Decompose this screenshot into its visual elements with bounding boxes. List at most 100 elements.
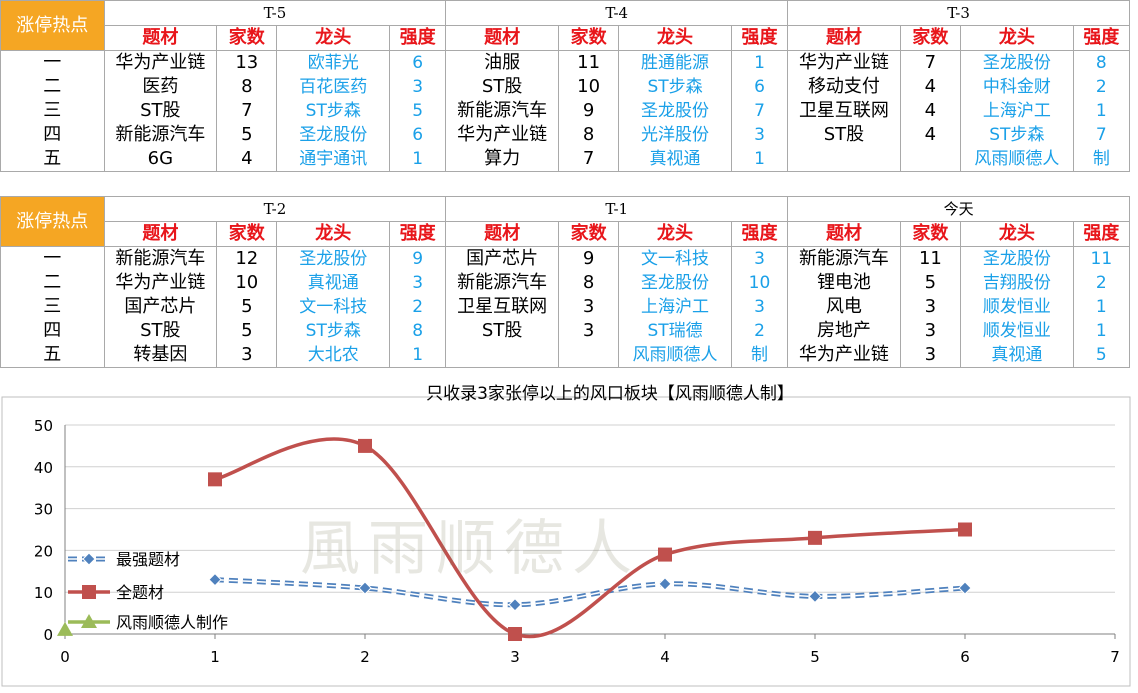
y-tick-label: 10 (34, 584, 53, 602)
leader-cell: 文一科技 (276, 295, 391, 319)
strength-cell: 1 (1072, 319, 1131, 343)
theme-cell: 移动支付 (787, 75, 901, 99)
count-cell: 8 (216, 75, 278, 99)
period-label: T-5 (103, 0, 447, 26)
theme-cell: 新能源汽车 (445, 99, 559, 123)
theme-cell: ST股 (787, 123, 901, 147)
count-cell: 5 (216, 123, 278, 147)
column-header: 家数 (216, 25, 278, 51)
column-header: 题材 (103, 221, 218, 247)
theme-cell: 华为产业链 (787, 343, 901, 368)
strength-cell: 1 (1072, 99, 1131, 123)
table-row: 五转基因 3 大北农 1 风雨顺德人制华为产业链 3 真视通 5 (0, 343, 1131, 368)
strength-cell: 3 (389, 271, 447, 295)
leader-cell: ST步森 (276, 99, 391, 123)
strength-cell: 2 (730, 319, 789, 343)
theme-cell: 新能源汽车 (103, 246, 218, 271)
data-point (208, 572, 222, 587)
strength-cell: 6 (389, 50, 447, 75)
leader-cell: 真视通 (618, 147, 732, 172)
leader-cell: 欧菲光 (276, 50, 391, 75)
leader-cell: 大北农 (276, 343, 391, 368)
theme-cell: ST股 (445, 319, 559, 343)
rank-cell: 一 (0, 246, 105, 271)
strength-cell: 5 (389, 99, 447, 123)
leader-cell: 上海沪工 (618, 295, 732, 319)
leader-cell: 风雨顺德人 (960, 147, 1074, 172)
table-row: 一华为产业链 13 欧菲光 6 油服 11 胜通能源 1 华为产业链 7 圣龙股份 8 (0, 50, 1131, 75)
column-header: 龙头 (276, 221, 391, 247)
leader-cell: 圣龙股份 (960, 50, 1074, 75)
theme-cell: 华为产业链 (445, 123, 559, 147)
x-tick-label: 6 (960, 648, 970, 666)
strength-cell: 2 (389, 295, 447, 319)
count-cell: 3 (899, 319, 962, 343)
strength-cell: 6 (389, 123, 447, 147)
theme-cell: 华为产业链 (787, 50, 901, 75)
strength-cell: 制 (1072, 147, 1131, 172)
leader-cell: 圣龙股份 (960, 246, 1074, 271)
rank-cell: 四 (0, 319, 105, 343)
data-point (358, 438, 372, 453)
hot-label: 涨停热点 (0, 0, 105, 51)
column-header: 题材 (103, 25, 218, 51)
count-cell: 4 (899, 123, 962, 147)
theme-cell: 华为产业链 (103, 271, 218, 295)
data-point (808, 589, 822, 604)
theme-cell: 华为产业链 (103, 50, 218, 75)
theme-cell: 算力 (445, 147, 559, 172)
table-row: 一新能源汽车 12 圣龙股份 9 国产芯片 9 文一科技 3 新能源汽车 11 圣龙股份 11 (0, 246, 1131, 271)
rank-cell: 五 (0, 147, 105, 172)
column-header: 龙头 (960, 221, 1074, 247)
column-header: 龙头 (960, 25, 1074, 51)
table-row: 三国产芯片 5 文一科技 2 卫星互联网 3 上海沪工 3 风电 3 顺发恒业 1 (0, 295, 1131, 319)
leader-cell: 胜通能源 (618, 50, 732, 75)
leader-cell: ST瑞德 (618, 319, 732, 343)
column-header: 龙头 (618, 25, 732, 51)
theme-cell: 医药 (103, 75, 218, 99)
count-cell (899, 147, 962, 172)
strength-cell: 5 (1072, 343, 1131, 368)
leader-cell: 顺发恒业 (960, 319, 1074, 343)
rank-cell: 三 (0, 295, 105, 319)
count-cell (557, 343, 620, 368)
chart-frame (1, 396, 1131, 687)
y-tick-label: 50 (34, 417, 53, 435)
hot-label: 涨停热点 (0, 196, 105, 247)
leader-cell: ST步森 (618, 75, 732, 99)
leader-cell: 圣龙股份 (618, 271, 732, 295)
column-header: 强度 (1072, 221, 1131, 247)
leader-cell: 顺发恒业 (960, 295, 1074, 319)
strength-cell: 1 (389, 343, 447, 368)
series-line (214, 437, 966, 639)
legend-label: 风雨顺德人制作 (116, 613, 228, 632)
legend-label: 最强题材 (116, 550, 180, 569)
leader-cell: 圣龙股份 (618, 99, 732, 123)
theme-cell: 新能源汽车 (103, 123, 218, 147)
count-cell: 10 (557, 75, 620, 99)
leader-cell: ST步森 (960, 123, 1074, 147)
count-cell: 9 (557, 99, 620, 123)
count-cell: 5 (899, 271, 962, 295)
table-row: 三 ST股 7 ST步森 5 新能源汽车 9 圣龙股份 7 卫星互联网 4 上海沪工 1 (0, 99, 1131, 123)
strength-cell: 3 (730, 123, 789, 147)
table-row: 四新能源汽车 5 圣龙股份 6 华为产业链 8 光洋股份 3 ST股 4 ST步森 7 (0, 123, 1131, 147)
strength-cell: 1 (730, 147, 789, 172)
period-label: 今天 (787, 196, 1130, 222)
legend-label: 全题材 (116, 583, 164, 602)
y-tick-label: 20 (34, 542, 53, 560)
rank-cell: 五 (0, 343, 105, 368)
count-cell: 4 (216, 147, 278, 172)
strength-cell: 2 (1072, 75, 1131, 99)
column-header: 家数 (216, 221, 278, 247)
strength-cell: 3 (389, 75, 447, 99)
count-cell: 8 (557, 271, 620, 295)
column-header: 强度 (389, 221, 447, 247)
theme-cell: 卫星互联网 (787, 99, 901, 123)
strength-cell: 11 (1072, 246, 1131, 271)
y-tick-label: 40 (34, 459, 53, 477)
strength-cell: 8 (389, 319, 447, 343)
table-row: 二华为产业链 10 真视通 3 新能源汽车 8 圣龙股份 10 锂电池 5 吉翔股份 2 (0, 271, 1131, 295)
leader-cell: 上海沪工 (960, 99, 1074, 123)
rank-cell: 二 (0, 271, 105, 295)
